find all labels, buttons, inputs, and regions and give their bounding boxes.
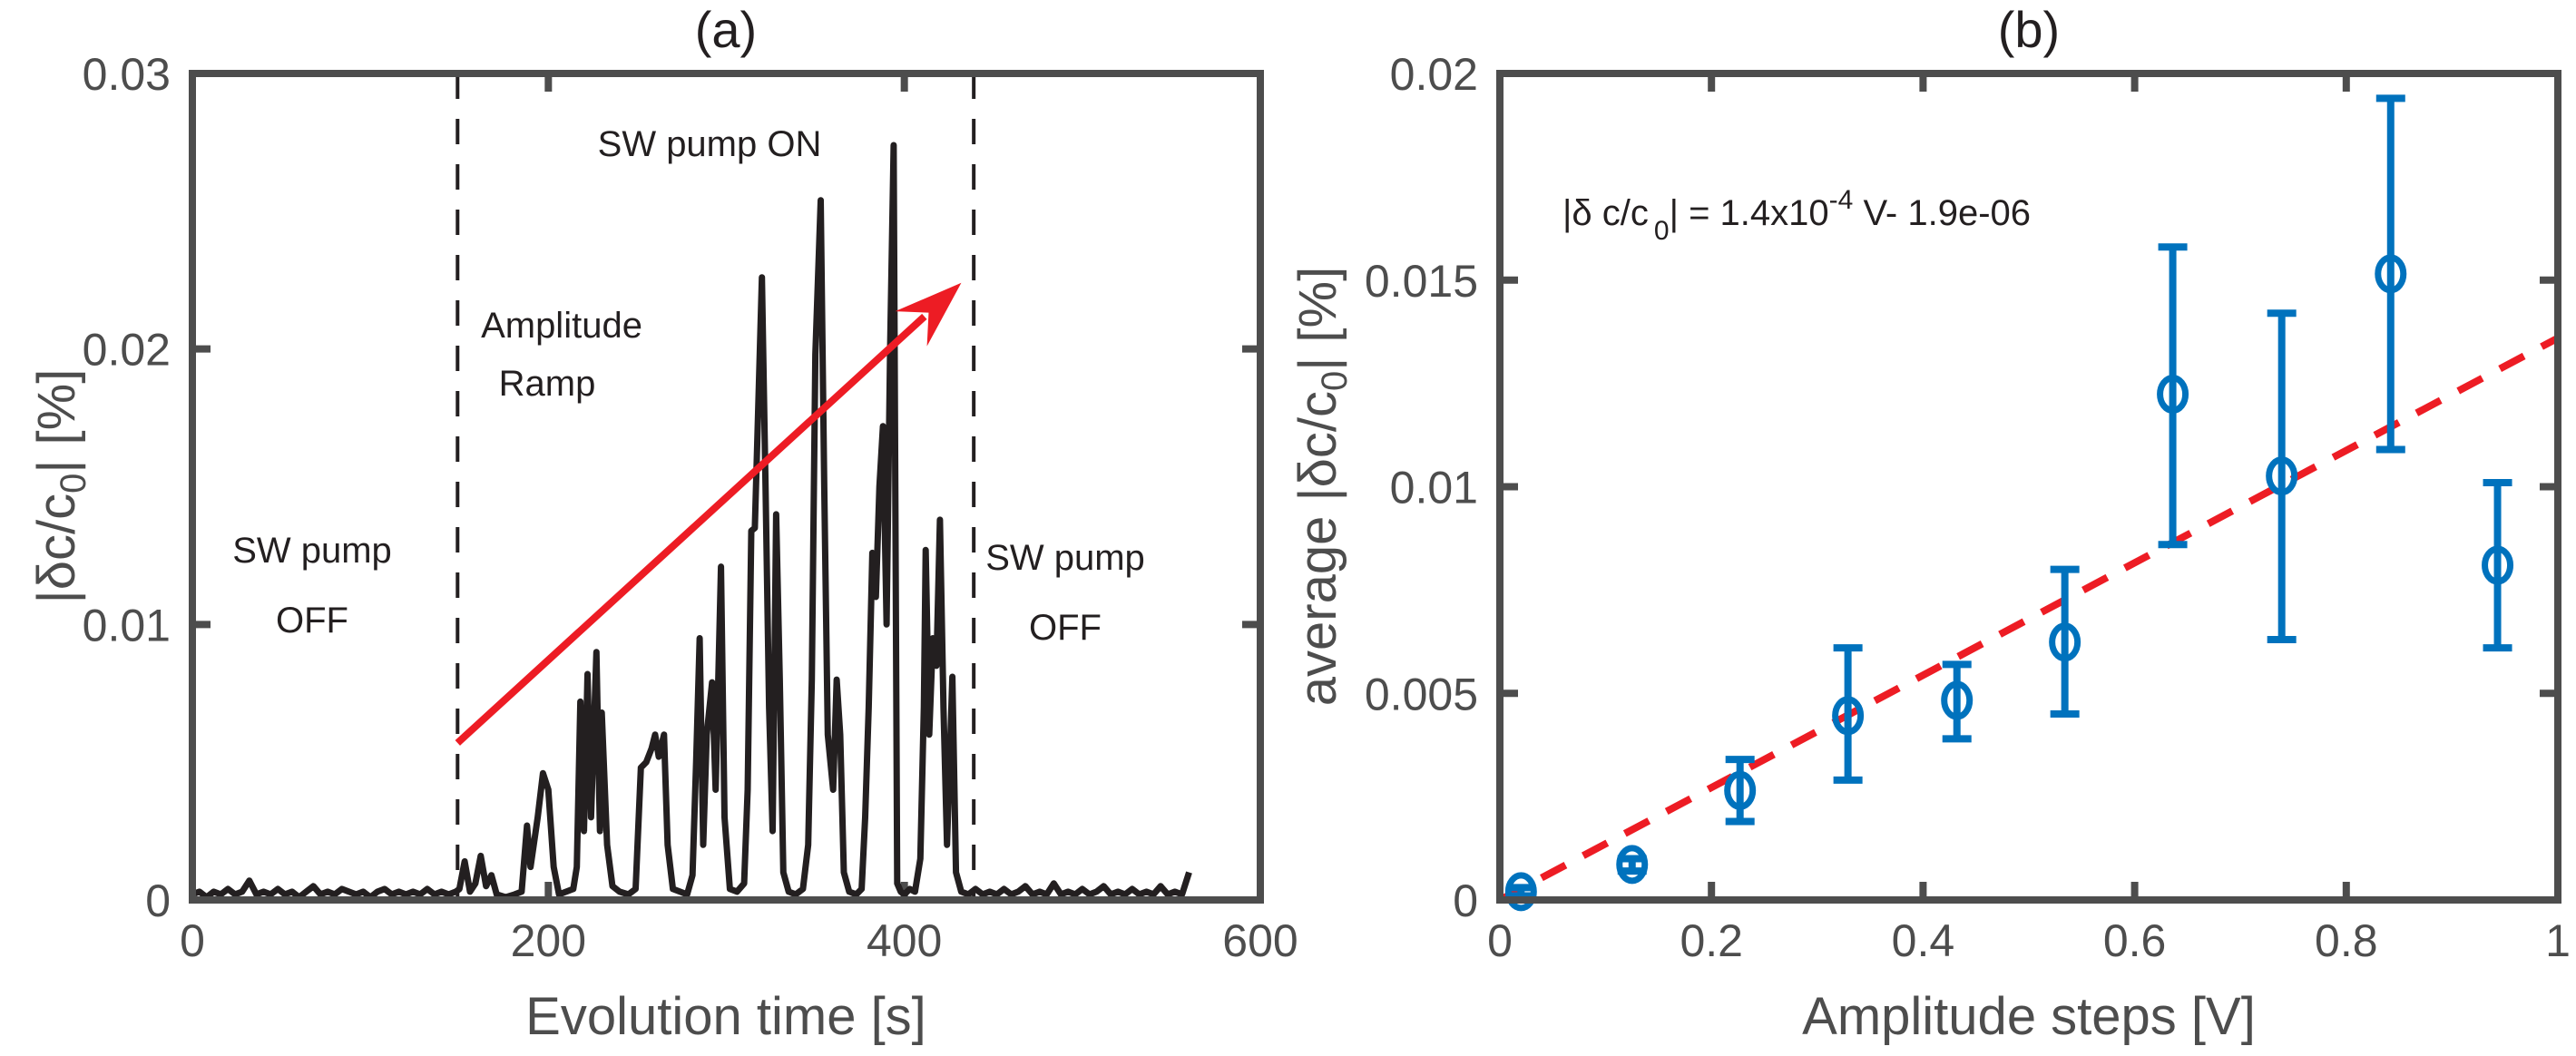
time-series-line (191, 142, 1192, 901)
y-tick-label: 0.01 (83, 600, 171, 650)
data-point-marker (1504, 872, 1537, 912)
equation-part-c: V- 1.9e-06 (1853, 193, 2031, 233)
axes-box (1496, 70, 2561, 904)
ylabel-subscript: 0 (54, 474, 93, 494)
y-tick-label: 0.02 (83, 325, 171, 376)
data-point-with-errorbar (1504, 872, 1537, 912)
data-point-with-errorbar (2049, 565, 2081, 719)
y-tick-label: 0 (145, 875, 171, 926)
x-tick-label: 400 (867, 915, 942, 966)
ylabel-main: |δc/c (27, 494, 86, 603)
ylabel-end: | [%] (27, 369, 86, 474)
amplitude-ramp-arrow (455, 313, 927, 746)
panel-a-x-axis-label: Evolution time [s] (525, 987, 926, 1046)
x-tick-label: 0 (1487, 915, 1513, 966)
panel-b-plot-area: 0 0.2 0.4 0.6 0.8 1 0 0.005 0.01 0.015 0.02 (1365, 49, 2571, 966)
x-tick-label: 1 (2545, 915, 2571, 966)
equation-part-a: |δ c/c (1562, 193, 1649, 233)
annotation-pump-on: SW pump ON (598, 124, 822, 164)
panel-a-plot-area: 0 200 400 600 0 0.01 0.02 0.03 (83, 49, 1298, 966)
y-tick-label: 0.02 (1390, 49, 1478, 100)
data-point-marker (2157, 374, 2189, 414)
x-tick-label: 0.4 (1892, 915, 1955, 966)
data-point-with-errorbar (2266, 309, 2298, 644)
data-point-with-errorbar (1941, 660, 1974, 743)
equation-superscript: -4 (1829, 185, 1854, 215)
data-point-with-errorbar (2375, 94, 2407, 454)
data-point-marker (1724, 770, 1757, 810)
y-tick-label: 0.015 (1365, 256, 1478, 307)
equation-subscript: 0 (1654, 216, 1670, 246)
x-tick-label: 600 (1222, 915, 1298, 966)
annotation-ramp-line1: Amplitude (481, 306, 642, 346)
x-tick-label: 0 (180, 915, 205, 966)
x-tick-label: 200 (511, 915, 586, 966)
data-point-marker (2375, 254, 2407, 294)
x-tick-label: 0.2 (1680, 915, 1743, 966)
panel-b-title: (b) (1998, 1, 2060, 58)
ylabel-main: average |δc/c (1288, 391, 1347, 706)
annotation-ramp-line2: Ramp (499, 364, 596, 404)
x-tick-label: 0.8 (2315, 915, 2378, 966)
panel-b-y-axis-label: average |δc/c0| [%] (1288, 267, 1355, 706)
equation-part-b: | = 1.4x10 (1670, 193, 1829, 233)
data-point-with-errorbar (1832, 644, 1865, 784)
data-point-marker (2482, 545, 2514, 585)
data-point-marker (1941, 680, 1974, 720)
y-tick-label: 0.005 (1365, 669, 1478, 719)
data-point-marker (1616, 845, 1649, 885)
panel-b-x-axis-label: Amplitude steps [V] (1802, 987, 2256, 1046)
x-tick-label: 0.6 (2103, 915, 2167, 966)
annotation-off-left-line2: OFF (276, 601, 348, 640)
annotation-off-right-line1: SW pump (985, 538, 1145, 578)
ylabel-end: | [%] (1288, 267, 1347, 371)
data-point-with-errorbar (2157, 243, 2189, 549)
data-point-marker (2266, 456, 2298, 496)
y-tick-label: 0 (1453, 875, 1478, 926)
data-point-marker (2049, 622, 2081, 662)
ylabel-subscript: 0 (1315, 371, 1355, 391)
fit-equation: |δ c/c 0| = 1.4x10-4 V- 1.9e-06 (1562, 185, 2031, 246)
data-point-with-errorbar (1724, 756, 1757, 826)
data-point-with-errorbar (2482, 478, 2514, 652)
panel-b: (b) 0 0.2 0.4 0.6 0.8 1 0 0.005 0.01 0.015 0.02 |δ… (1288, 1, 2571, 1046)
y-tick-label: 0.03 (83, 49, 171, 100)
arrow-head-icon (895, 282, 962, 347)
linear-fit-dashed-line (1498, 335, 2560, 904)
panel-a-y-axis-label: |δc/c0| [%] (27, 369, 93, 604)
panel-a-title: (a) (695, 1, 757, 58)
axes-box (189, 70, 1264, 904)
data-point-with-errorbar (1616, 845, 1649, 885)
annotation-off-left-line1: SW pump (232, 531, 392, 571)
data-point-marker (1832, 696, 1865, 736)
panel-a: (a) 0 200 400 600 0 0.01 0.02 0.03 SW pump ON A… (27, 1, 1298, 1046)
y-tick-label: 0.01 (1390, 463, 1478, 513)
annotation-off-right-line2: OFF (1029, 608, 1102, 648)
